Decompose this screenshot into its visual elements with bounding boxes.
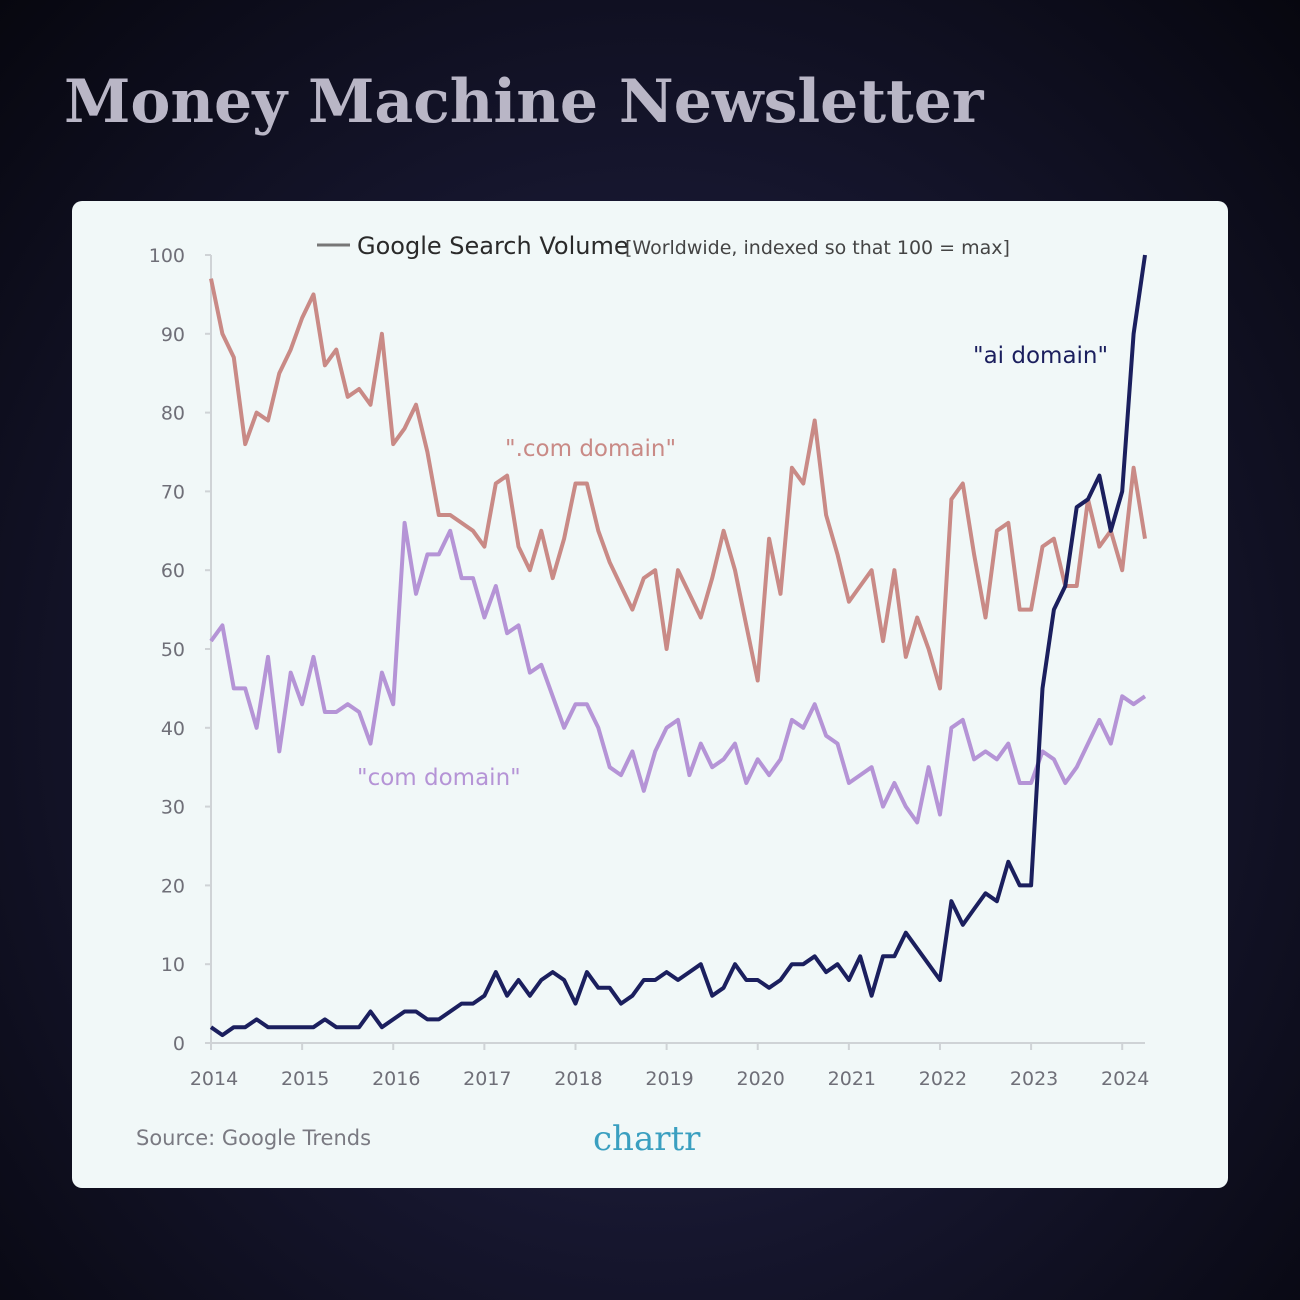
y-tick-label: 40: [161, 718, 185, 740]
series-label: "com domain": [357, 765, 521, 791]
x-tick-label: 2018: [554, 1068, 602, 1090]
x-tick-label: 2024: [1101, 1068, 1149, 1090]
y-tick-label: 70: [161, 481, 185, 503]
x-tick-label: 2014: [190, 1068, 238, 1090]
x-tick-label: 2020: [737, 1068, 785, 1090]
y-tick-label: 20: [161, 875, 185, 897]
chart-card: [72, 201, 1228, 1188]
series-line: [209, 254, 1147, 1038]
x-tick-label: 2023: [1010, 1068, 1058, 1090]
logo: chartr: [593, 1119, 701, 1159]
source: Source: Google Trends: [136, 1126, 371, 1150]
x-tick-label: 2015: [281, 1068, 329, 1090]
y-tick-label: 60: [161, 560, 185, 582]
x-tick-label: 2017: [463, 1068, 511, 1090]
y-tick-label: 100: [149, 245, 185, 267]
x-tick-label: 2022: [919, 1068, 967, 1090]
y-tick-label: 10: [161, 954, 185, 976]
series-line: [209, 520, 1147, 825]
header-title: Money Machine Newsletter: [64, 67, 985, 137]
x-tick-label: 2016: [372, 1068, 420, 1090]
chart-subtitle: [Worldwide, indexed so that 100 = max]: [625, 237, 1010, 259]
y-tick-label: 50: [161, 639, 185, 661]
y-tick-label: 30: [161, 797, 185, 819]
x-tick-label: 2021: [828, 1068, 876, 1090]
series-line: [209, 278, 1147, 691]
y-tick-label: 90: [161, 324, 185, 346]
series-label: "ai domain": [973, 343, 1108, 369]
series-label: ".com domain": [505, 436, 676, 462]
y-tick-label: 80: [161, 403, 185, 425]
chart-title: Google Search Volume: [357, 232, 629, 260]
y-tick-label: 0: [173, 1033, 185, 1055]
x-tick-label: 2019: [645, 1068, 693, 1090]
